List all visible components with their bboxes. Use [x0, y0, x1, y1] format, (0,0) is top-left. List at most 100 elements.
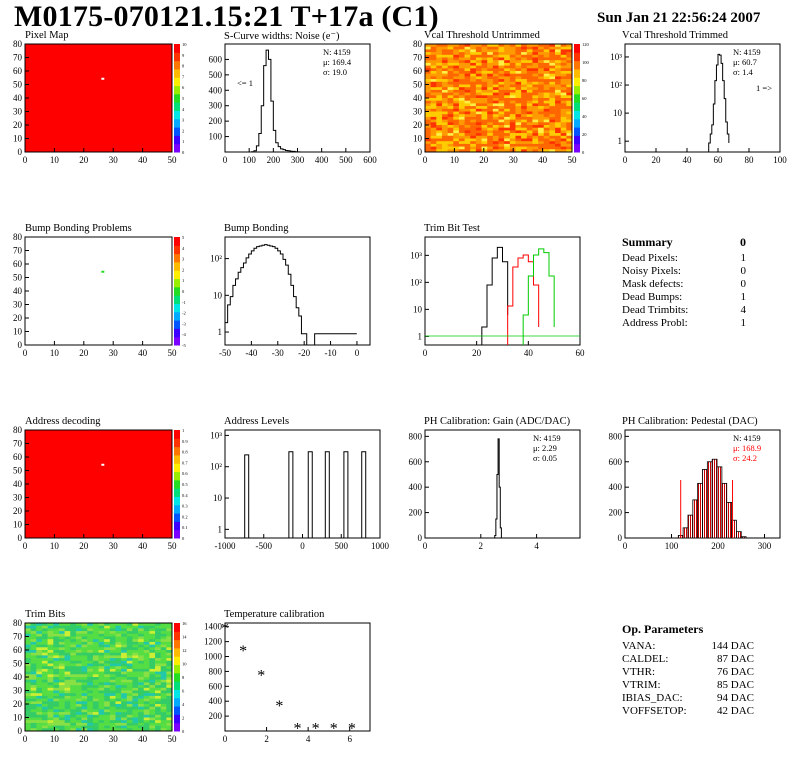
stats-line: μ: 2.29	[533, 443, 557, 453]
y-tick-label: 40	[413, 93, 423, 103]
y-tick-label: 30	[13, 300, 23, 310]
z-tick-label: 0.8	[182, 450, 188, 455]
z-scale-color	[574, 60, 580, 70]
peak-bar	[361, 451, 367, 538]
pedestal-bar	[682, 527, 689, 539]
pedestal-bar	[721, 482, 728, 539]
peak-bar	[324, 451, 330, 538]
y-tick-label: 30	[13, 493, 23, 503]
z-tick-label: 6	[182, 689, 185, 694]
x-tick-label: 300	[291, 155, 305, 165]
peak-bar	[343, 451, 349, 538]
z-scale-color	[174, 261, 180, 271]
pedestal-bar	[740, 536, 747, 539]
x-tick-label: -50	[219, 348, 231, 358]
x-tick-label: 0	[423, 155, 428, 165]
y-tick-label: 40	[13, 286, 23, 296]
y-tick-label: 200	[209, 116, 223, 126]
stats-line: μ: 168.9	[733, 443, 761, 453]
x-tick-label: 20	[79, 348, 89, 358]
summary-label: Address Probl:	[622, 317, 688, 329]
summary-label: Dead Bumps:	[622, 291, 683, 303]
z-scale-color	[174, 93, 180, 103]
summary-label: Mask defects:	[622, 278, 684, 290]
summary-value: 1	[740, 291, 747, 303]
op-param-row: IBIAS_DAC: 94 DAC	[622, 692, 754, 705]
x-tick-label: -30	[272, 348, 284, 358]
stats-line: μ: 169.4	[323, 57, 352, 67]
z-scale-color	[574, 93, 580, 103]
op-param-label: CALDEL:	[622, 653, 669, 665]
address-levels-chart: -1000 -500 0 500 1000 1 10 10² 10³	[210, 429, 390, 551]
z-scale-color	[174, 672, 180, 682]
z-scale-color	[174, 454, 180, 464]
stats-box	[320, 45, 369, 78]
summary-label: Noisy Pixels:	[622, 265, 681, 277]
y-tick-label: 400	[409, 482, 423, 492]
hot-pixel	[101, 270, 105, 273]
x-tick-label: 0	[23, 348, 28, 358]
z-tick-label: 0	[182, 150, 185, 155]
overflow-label: <= 1	[237, 78, 253, 88]
x-tick-label: 50	[168, 734, 178, 744]
heatmap-fill	[25, 44, 172, 152]
z-scale-color	[174, 664, 180, 674]
x-tick-label: 40	[138, 348, 148, 358]
summary-panel: Summary 0 Dead Pixels: 1 Noisy Pixels: 0 Mas…	[622, 236, 746, 330]
y-tick-label: 70	[413, 53, 423, 63]
summary-row: Dead Bumps: 1	[622, 291, 746, 304]
y-tick-label: 10³	[610, 52, 622, 62]
z-scale-color	[174, 77, 180, 87]
z-scale-color	[174, 85, 180, 95]
op-param-label: VTHR:	[622, 666, 655, 678]
scurve-chart: 0 100 200 300 400 500 600 100 200 300 400 500 600 N: …	[209, 43, 377, 165]
x-tick-label: 500	[335, 541, 349, 551]
stats-box	[730, 45, 779, 78]
x-tick-label: 200	[267, 155, 281, 165]
y-tick-label: 30	[413, 107, 423, 117]
trim-bit-test-chart: 0 20 40 60 1 10 10² 10³	[410, 236, 585, 358]
z-scale-color	[174, 295, 180, 304]
y-tick-label: 10³	[210, 430, 222, 440]
z-tick-label: 3	[182, 257, 185, 262]
op-param-value: 76 DAC	[717, 666, 754, 678]
x-tick-label: 30	[509, 155, 519, 165]
series-line	[507, 254, 540, 345]
op-param-row: VTRIM: 85 DAC	[622, 679, 754, 692]
x-tick-label: 0	[23, 155, 28, 165]
y-tick-label: 30	[13, 107, 23, 117]
pedestal-bar	[711, 458, 718, 539]
z-tick-label: 1	[182, 278, 184, 283]
x-tick-label: 10	[50, 541, 60, 551]
x-tick-label: 100	[773, 155, 787, 165]
plot-frame	[424, 429, 581, 539]
z-scale-color	[174, 714, 180, 724]
x-tick-label: 20	[472, 348, 482, 358]
stats-line: σ: 19.0	[323, 67, 347, 77]
x-tick-label: 200	[711, 541, 725, 551]
z-scale-color	[574, 44, 580, 53]
pixel-map-chart: 0 10 20 30 40 50 0 10 20 30 40 50 60 70 80 0 1 2 3 4 5 6 7 8 9 10	[13, 39, 187, 165]
op-param-row: VOFFSETOP: 42 DAC	[622, 705, 754, 718]
z-tick-label: 7	[182, 74, 185, 79]
plot-frame	[224, 622, 371, 732]
z-tick-label: 0.6	[182, 471, 188, 476]
stats-line: N: 4159	[733, 433, 761, 443]
summary-header: Summary 0	[622, 236, 746, 249]
z-scale-color	[174, 311, 180, 321]
x-tick-label: 20	[79, 734, 89, 744]
y-tick-label: 200	[609, 508, 623, 518]
z-tick-label: 10	[182, 42, 187, 47]
z-tick-label: 0.5	[182, 482, 188, 487]
op-param-label: VANA:	[622, 640, 656, 652]
y-tick-label: 50	[13, 466, 23, 476]
z-scale-color	[174, 446, 180, 456]
y-tick-label: 1	[218, 524, 223, 534]
z-scale-color	[174, 127, 180, 136]
x-tick-label: 10	[50, 348, 60, 358]
x-tick-label: -40	[245, 348, 257, 358]
y-tick-label: 10	[613, 108, 623, 118]
z-tick-label: 6	[182, 85, 185, 90]
x-tick-label: 100	[242, 155, 256, 165]
